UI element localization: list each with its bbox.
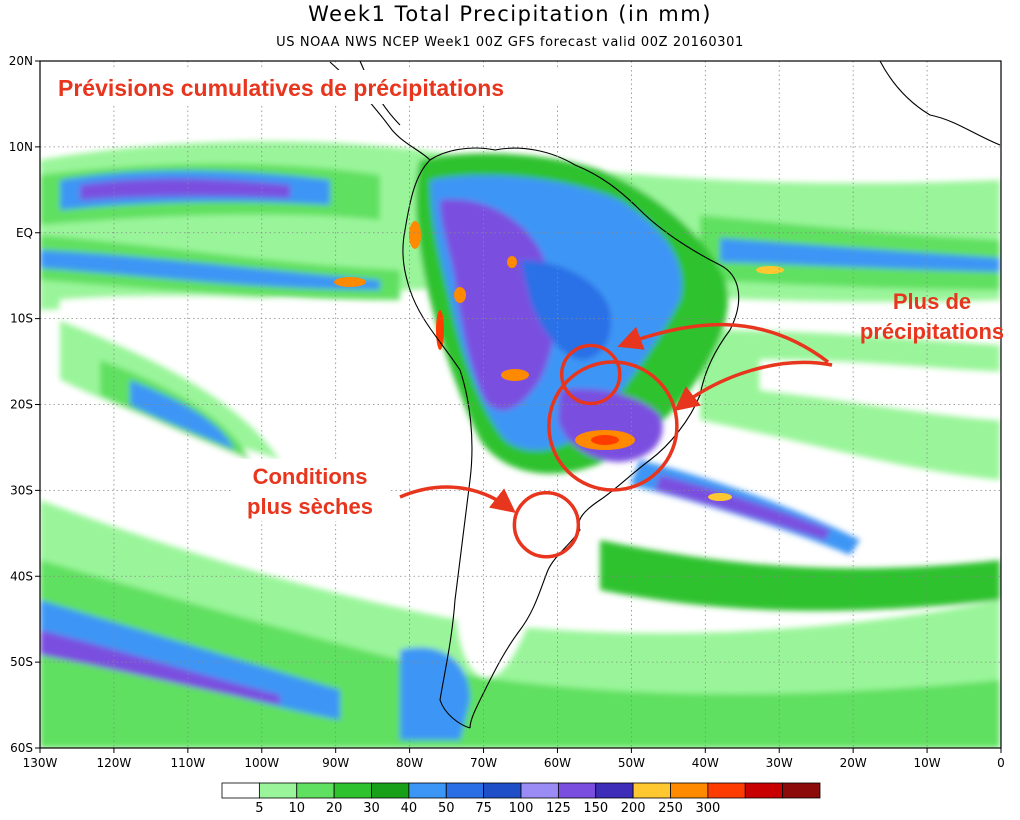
legend-swatch	[744, 782, 784, 799]
legend-swatch	[483, 782, 522, 799]
legend-label: 20	[326, 801, 343, 816]
lat-tick-label: 50S	[10, 655, 33, 669]
latitude-axis: 20N 10N EQ 10S 20S 30S 40S 50S 60S	[9, 54, 40, 755]
legend-label: 300	[695, 801, 720, 816]
lat-tick-label: 10S	[10, 312, 33, 326]
legend-label: 125	[546, 801, 571, 816]
grid-lines	[40, 61, 1001, 748]
legend-swatch	[782, 782, 821, 799]
lon-tick-label: 90W	[322, 756, 349, 770]
lon-tick-label: 30W	[766, 756, 793, 770]
arrow-more-1	[617, 322, 830, 364]
legend-label: 10	[288, 801, 305, 816]
legend-label: 250	[658, 801, 683, 816]
legend-label: 100	[509, 801, 534, 816]
legend-colorbar: 5 10 20 30 40 50 75 100 125 150 200 250 300	[221, 782, 821, 816]
lat-tick-label: 60S	[10, 741, 33, 755]
annotation-dry-conditions: Conditions plus sèches	[232, 459, 516, 521]
legend-swatch	[296, 782, 335, 799]
legend-swatch	[221, 782, 260, 799]
lon-tick-label: 100W	[244, 756, 279, 770]
highlight-circle-more	[559, 343, 622, 406]
longitude-axis: 130W 120W 110W 100W 90W 80W 70W 60W 50W 40W 30W 20W…	[23, 748, 1005, 770]
coastline-outline	[329, 60, 1001, 729]
chart-title: Week1 Total Precipitation (in mm)	[308, 2, 712, 26]
legend-label: 200	[621, 801, 646, 816]
legend-swatch	[632, 782, 671, 799]
lat-tick-label: 40S	[10, 569, 33, 583]
legend-swatch	[371, 782, 410, 799]
lon-tick-label: 130W	[23, 756, 58, 770]
arrow-more-2	[674, 360, 833, 412]
legend-label: 5	[255, 801, 263, 816]
header-annotation-text: Prévisions cumulatives de précipitations	[58, 75, 504, 101]
legend-label: 40	[401, 801, 418, 816]
legend-swatch	[595, 782, 634, 799]
legend-label: 50	[438, 801, 455, 816]
annotation-header: Prévisions cumulatives de précipitations	[48, 70, 568, 104]
precipitation-field	[40, 61, 1001, 748]
legend-swatch	[445, 782, 485, 799]
lon-tick-label: 10W	[914, 756, 941, 770]
lat-tick-label: EQ	[16, 226, 33, 240]
legend-swatch	[557, 782, 597, 799]
highlight-circle-less	[512, 490, 581, 559]
legend-swatch	[520, 782, 559, 799]
legend-label: 30	[363, 801, 380, 816]
lat-tick-label: 10N	[9, 140, 33, 154]
legend-label: 150	[583, 801, 608, 816]
lon-tick-label: 70W	[470, 756, 497, 770]
lon-tick-label: 80W	[396, 756, 423, 770]
dry-line2: plus sèches	[247, 494, 373, 519]
lat-tick-label: 30S	[10, 483, 33, 497]
highlight-circles	[512, 343, 679, 559]
lon-tick-label: 40W	[692, 756, 719, 770]
legend-swatch	[408, 782, 447, 799]
chart-subtitle: US NOAA NWS NCEP Week1 00Z GFS forecast …	[276, 35, 744, 50]
lon-tick-label: 0	[997, 756, 1005, 770]
lat-tick-label: 20N	[9, 54, 33, 68]
legend-swatch	[707, 782, 746, 799]
highlight-circle-more	[547, 360, 679, 492]
legend-swatch	[258, 782, 298, 799]
lon-tick-label: 60W	[544, 756, 571, 770]
arrow-dry	[399, 485, 516, 514]
legend-label: 75	[475, 801, 492, 816]
lon-tick-label: 120W	[97, 756, 132, 770]
more-precip-line2: précipitations	[860, 319, 1004, 344]
more-precip-line1: Plus de	[893, 289, 971, 314]
legend-swatch	[670, 782, 709, 799]
lon-tick-label: 20W	[840, 756, 867, 770]
lon-tick-label: 50W	[618, 756, 645, 770]
lon-tick-label: 110W	[170, 756, 205, 770]
lat-tick-label: 20S	[10, 398, 33, 412]
annotation-more-precipitation: Plus de précipitations	[617, 289, 1004, 412]
dry-line1: Conditions	[253, 464, 368, 489]
legend-swatch	[333, 782, 372, 799]
